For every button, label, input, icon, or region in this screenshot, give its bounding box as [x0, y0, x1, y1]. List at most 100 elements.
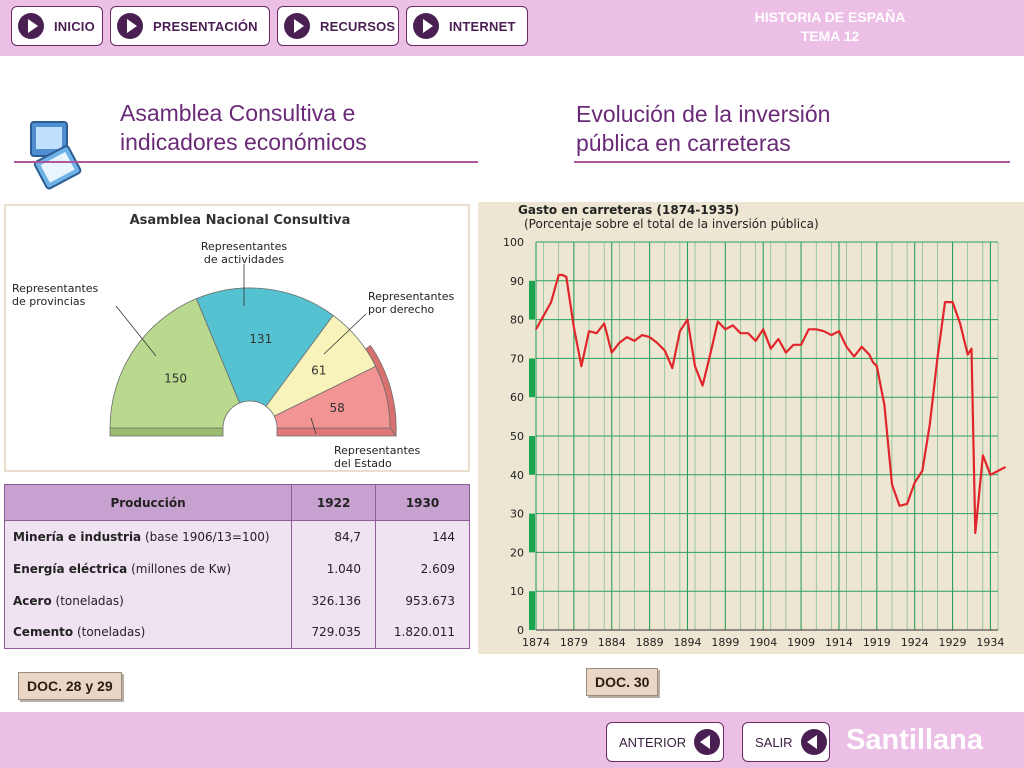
slice-provincias	[109, 298, 241, 429]
title-divider-left	[14, 161, 478, 163]
y-tick-label: 40	[510, 469, 524, 482]
value-1930: 953.673	[375, 584, 470, 617]
doc-30-label[interactable]: DOC. 30	[586, 668, 659, 696]
value-1922: 326.136	[291, 584, 377, 617]
row-unit: (toneladas)	[73, 625, 146, 640]
y-axis-segment	[529, 591, 535, 630]
x-tick-label: 1909	[787, 636, 815, 649]
table-header-row: Producción 1922 1930	[3, 484, 470, 521]
y-tick-label: 60	[510, 391, 524, 404]
y-tick-label: 30	[510, 508, 524, 521]
header-production: Producción	[3, 484, 293, 521]
table-row: Acero (toneladas) 326.136 953.673	[3, 584, 470, 617]
slice-value-estado: 58	[330, 401, 345, 415]
y-axis-segment	[529, 513, 535, 553]
right-section-title: Evolución de la inversión pública en car…	[576, 100, 830, 158]
production-table: Producción 1922 1930 Minería e industria…	[3, 484, 470, 649]
x-tick-label: 1879	[560, 636, 588, 649]
y-tick-label: 90	[510, 275, 524, 288]
left-section-title: Asamblea Consultiva e indicadores económ…	[120, 99, 367, 157]
hemicycle-values: 150 131 61 58	[164, 332, 345, 415]
nav-internet-label: INTERNET	[449, 18, 516, 34]
previous-label: ANTERIOR	[619, 734, 687, 750]
y-tick-label: 20	[510, 546, 524, 559]
santillana-logo: Santillana	[846, 724, 983, 756]
value-1930: 2.609	[375, 552, 470, 585]
x-tick-label: 1889	[636, 636, 664, 649]
row-name-cell: Energía eléctrica (millones de Kw)	[3, 552, 293, 585]
slice-label-provincias: de provincias	[12, 295, 86, 308]
slice-value-provincias: 150	[164, 371, 187, 385]
back-arrow-icon	[694, 729, 721, 755]
value-1930: 1.820.011	[375, 616, 470, 649]
x-tick-label: 1934	[976, 636, 1004, 649]
x-tick-label: 1894	[673, 636, 701, 649]
slice-label-estado: del Estado	[334, 457, 392, 470]
slice-actividades	[195, 287, 334, 407]
assembly-title: Asamblea Nacional Consultiva	[130, 213, 351, 228]
row-name: Acero	[13, 593, 52, 608]
doc-28-29-label[interactable]: DOC. 28 y 29	[18, 672, 122, 700]
x-tick-label: 1899	[711, 636, 739, 649]
x-tick-label: 1924	[901, 636, 929, 649]
y-tick-label: 70	[510, 352, 524, 365]
chart-subtitle: (Porcentaje sobre el total de la inversi…	[524, 217, 819, 231]
x-tick-label: 1914	[825, 636, 853, 649]
play-icon	[117, 13, 143, 39]
previous-button[interactable]: ANTERIOR	[606, 722, 724, 762]
left-title-line1: Asamblea Consultiva e	[120, 100, 356, 126]
header-1930: 1930	[375, 484, 470, 521]
value-1922: 729.035	[291, 616, 377, 649]
y-axis-segment	[529, 358, 535, 398]
slice-label-actividades: Representantes	[201, 240, 288, 253]
leader-line-derecho	[323, 313, 367, 355]
row-name-cell: Minería e industria (base 1906/13=100)	[3, 520, 293, 553]
y-tick-label: 0	[517, 624, 524, 637]
x-tick-label: 1919	[863, 636, 891, 649]
chart-title: Gasto en carreteras (1874-1935)	[518, 203, 739, 217]
exit-button[interactable]: SALIR	[742, 722, 830, 762]
value-1922: 1.040	[291, 552, 377, 585]
hemicycle-slices	[109, 287, 391, 429]
table-row: Cemento (toneladas) 729.035 1.820.011	[3, 616, 470, 649]
y-tick-label: 10	[510, 585, 524, 598]
nav-recursos-label: RECURSOS	[320, 18, 396, 34]
value-1922: 84,7	[291, 520, 377, 553]
row-name: Minería e industria	[13, 529, 142, 544]
row-name-cell: Acero (toneladas)	[3, 584, 293, 617]
row-unit: (base 1906/13=100)	[141, 529, 270, 544]
row-name: Energía eléctrica	[13, 561, 128, 576]
chart-grid	[529, 241, 999, 631]
x-tick-label: 1904	[749, 636, 777, 649]
play-icon	[413, 13, 439, 39]
slice-label-provincias: Representantes	[12, 282, 99, 295]
y-tick-label: 50	[510, 430, 524, 443]
road-spending-line	[535, 273, 1007, 535]
slice-label-estado: Representantes	[334, 444, 421, 457]
left-title-line2: indicadores económicos	[120, 129, 367, 155]
value-1930: 144	[375, 520, 470, 553]
assembly-hemicycle-chart: Asamblea Nacional Consultiva 1501316158 …	[12, 213, 455, 470]
back-arrow-icon	[800, 729, 827, 755]
leader-line-provincias	[115, 305, 157, 357]
hemicycle-base-right	[276, 427, 397, 437]
y-axis-segment	[529, 280, 535, 320]
nav-inicio-button[interactable]: INICIO	[11, 6, 103, 46]
slice-label-derecho: por derecho	[368, 303, 435, 316]
course-topic: TEMA 12	[800, 28, 860, 44]
slice-value-actividades: 131	[249, 332, 272, 346]
nav-presentacion-button[interactable]: PRESENTACIÓN	[110, 6, 270, 46]
right-title-line2: pública en carreteras	[576, 130, 791, 156]
x-tick-label: 1884	[598, 636, 626, 649]
x-axis-ticks: 1874 1879 1884 1889 1894 1899 1904 1909 1914 1919…	[522, 636, 1004, 649]
monitor-icon	[30, 121, 82, 190]
nav-recursos-button[interactable]: RECURSOS	[277, 6, 399, 46]
exit-label: SALIR	[755, 734, 793, 750]
y-axis-ticks: 0 10 20 30 40 50 60 70 80 90 100	[503, 236, 524, 637]
slice-value-derecho: 61	[311, 364, 326, 378]
row-name-cell: Cemento (toneladas)	[3, 616, 293, 649]
y-tick-label: 80	[510, 314, 524, 327]
slice-label-derecho: Representantes	[368, 290, 455, 303]
nav-internet-button[interactable]: INTERNET	[406, 6, 528, 46]
